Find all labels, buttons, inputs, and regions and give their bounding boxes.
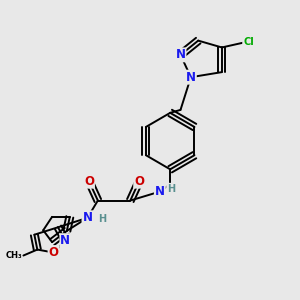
Text: H: H <box>98 214 106 224</box>
Text: H: H <box>167 184 175 194</box>
Text: CH₃: CH₃ <box>5 251 22 260</box>
Text: O: O <box>84 175 94 188</box>
Text: N: N <box>186 71 196 84</box>
Text: O: O <box>49 246 58 259</box>
Text: O: O <box>134 175 144 188</box>
Text: N: N <box>82 211 92 224</box>
Text: Cl: Cl <box>243 37 254 46</box>
Text: N: N <box>60 234 70 247</box>
Text: N: N <box>155 185 165 198</box>
Text: N: N <box>176 48 185 62</box>
